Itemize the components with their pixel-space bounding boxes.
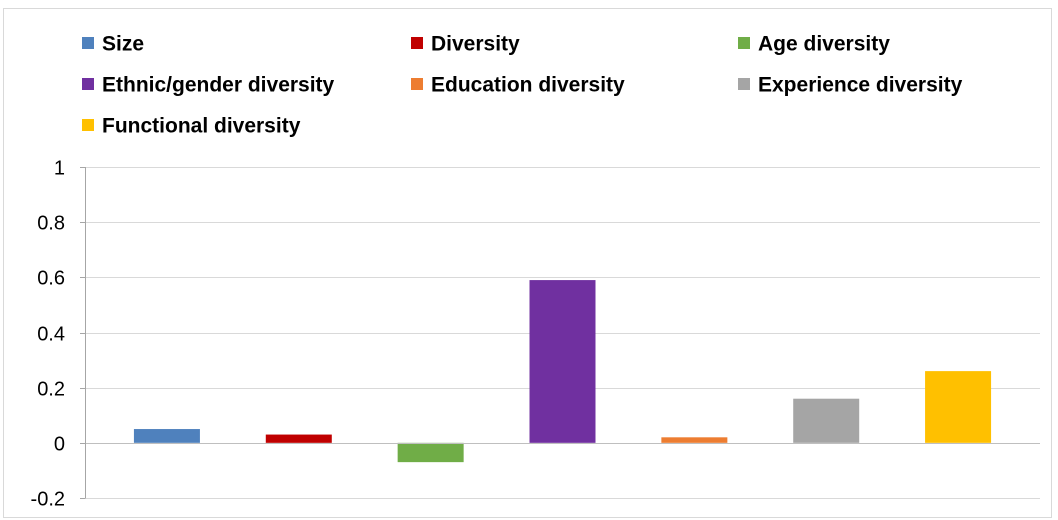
y-tick-label: 0.6 (37, 268, 65, 290)
legend-label-size: Size (102, 33, 144, 56)
legend-label-ethnic-gender-diversity: Ethnic/gender diversity (102, 74, 335, 97)
legend: Size Diversity Age diversity Ethnic/gender … (82, 33, 963, 138)
legend-marker-size (82, 37, 94, 49)
legend-marker-education-diversity (411, 78, 423, 90)
legend-marker-functional-diversity (82, 119, 94, 131)
legend-marker-experience-diversity (738, 78, 750, 90)
legend-label-age-diversity: Age diversity (758, 33, 890, 56)
bar-ethnic-gender-diversity (529, 280, 596, 443)
bar-functional-diversity (925, 371, 992, 443)
legend-label-diversity: Diversity (431, 33, 520, 56)
axes: 1 0.8 0.6 0.4 0.2 0 -0.2 (31, 158, 1040, 511)
legend-label-functional-diversity: Functional diversity (102, 115, 301, 138)
legend-marker-ethnic-gender-diversity (82, 78, 94, 90)
y-tick-label: 0.8 (37, 213, 65, 235)
bars (133, 280, 992, 463)
y-tick-label: 0.2 (37, 379, 65, 401)
bar-size (133, 429, 200, 443)
y-tick-label: 0 (54, 434, 65, 456)
legend-marker-age-diversity (738, 37, 750, 49)
bar-age-diversity (397, 442, 464, 463)
y-tick-label: 1 (54, 158, 65, 180)
bar-diversity (265, 434, 332, 443)
legend-label-experience-diversity: Experience diversity (758, 74, 963, 97)
y-tick-label: 0.4 (37, 324, 65, 346)
legend-marker-diversity (411, 37, 423, 49)
y-tick-label: -0.2 (31, 489, 65, 511)
legend-label-education-diversity: Education diversity (431, 74, 625, 97)
bar-education-diversity (661, 437, 728, 443)
bar-experience-diversity (793, 398, 860, 443)
